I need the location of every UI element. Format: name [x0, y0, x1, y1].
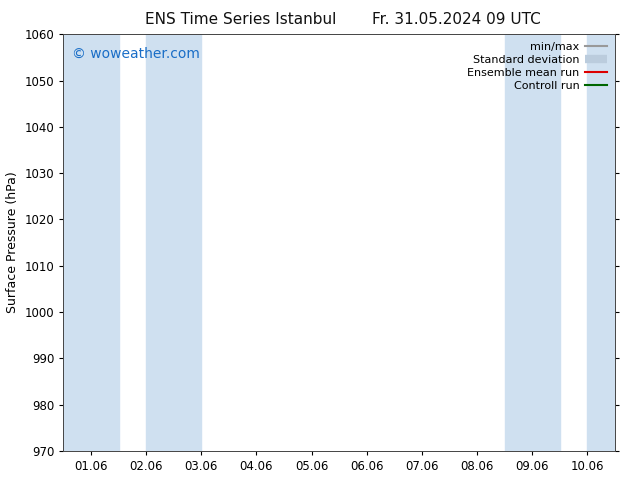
Bar	[588, 34, 615, 451]
Bar	[146, 34, 202, 451]
Text: Fr. 31.05.2024 09 UTC: Fr. 31.05.2024 09 UTC	[372, 12, 541, 27]
Legend: min/max, Standard deviation, Ensemble mean run, Controll run: min/max, Standard deviation, Ensemble me…	[465, 40, 609, 93]
Y-axis label: Surface Pressure (hPa): Surface Pressure (hPa)	[6, 172, 19, 314]
Bar	[63, 34, 119, 451]
Bar	[505, 34, 560, 451]
Text: ENS Time Series Istanbul: ENS Time Series Istanbul	[145, 12, 337, 27]
Text: © woweather.com: © woweather.com	[72, 47, 200, 61]
